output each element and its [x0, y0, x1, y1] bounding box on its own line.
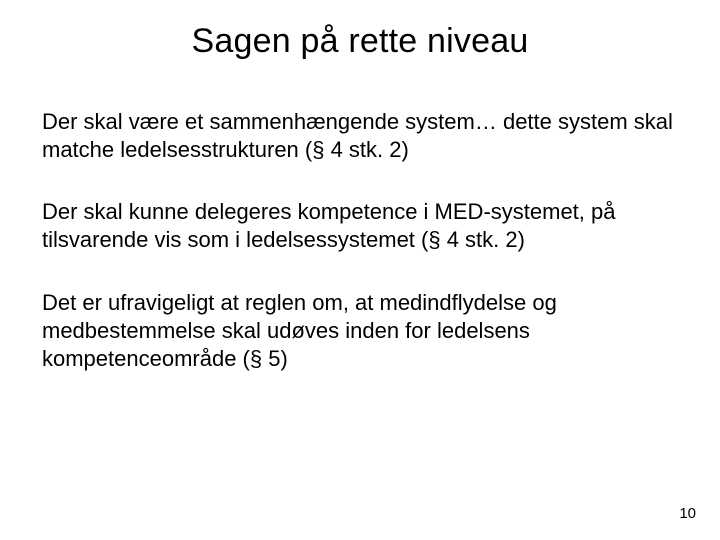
slide-title: Sagen på rette niveau — [0, 22, 720, 61]
paragraph: Det er ufravigeligt at reglen om, at med… — [42, 289, 678, 373]
paragraph: Der skal være et sammenhængende system… … — [42, 108, 678, 164]
slide-body: Der skal være et sammenhængende system… … — [42, 108, 678, 407]
paragraph: Der skal kunne delegeres kompetence i ME… — [42, 198, 678, 254]
slide: Sagen på rette niveau Der skal være et s… — [0, 0, 720, 540]
page-number: 10 — [679, 505, 696, 522]
